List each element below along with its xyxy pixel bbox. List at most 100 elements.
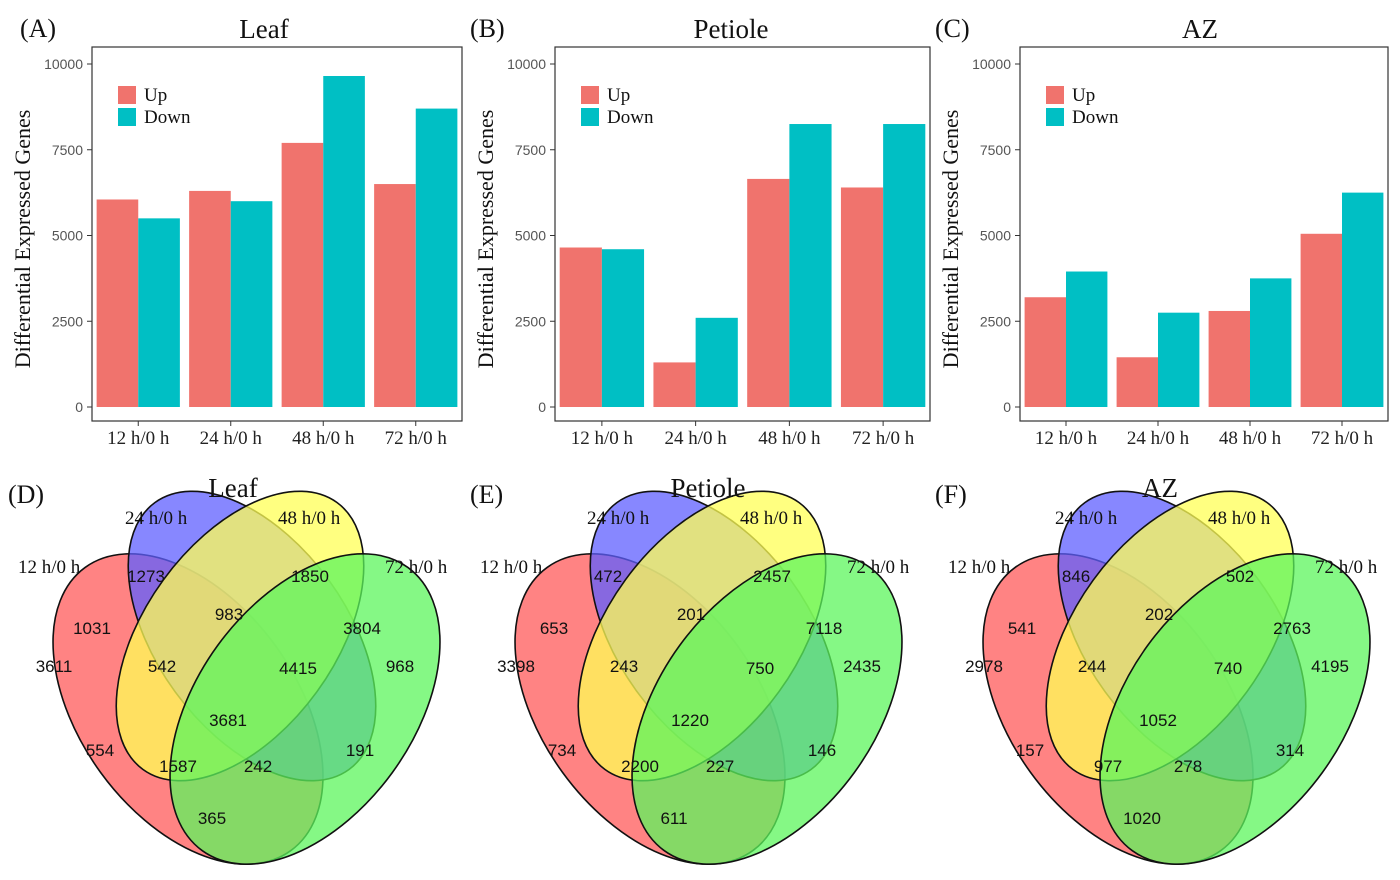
- venn-region-cd: 7118: [806, 619, 843, 638]
- venn-region-ac: 734: [548, 741, 576, 760]
- venn-set-label: 48 h/0 h: [278, 508, 341, 529]
- bar-up-1: [1024, 297, 1066, 407]
- venn-region-abc: 244: [1078, 657, 1106, 676]
- venn-region-b: 846: [1062, 567, 1090, 586]
- panel-label: (E): [470, 480, 503, 509]
- y-tick-label: 7500: [980, 142, 1011, 158]
- bar-down-2: [230, 201, 273, 407]
- x-tick-label: 72 h/0 h: [385, 428, 448, 449]
- venn-region-ac: 157: [1016, 741, 1044, 760]
- venn-region-acd: 1587: [159, 757, 197, 776]
- venn-region-bd: 191: [346, 741, 374, 760]
- venn-region-d: 4195: [1311, 657, 1349, 676]
- y-tick-label: 5000: [515, 228, 546, 244]
- y-tick-label: 10000: [972, 56, 1011, 72]
- bar-up-3: [747, 178, 790, 407]
- venn-region-c: 1850: [291, 567, 329, 586]
- chart-title: Petiole: [694, 14, 769, 44]
- venn-region-abd: 227: [706, 757, 734, 776]
- venn-region-abc: 542: [148, 657, 176, 676]
- x-tick-label: 48 h/0 h: [758, 428, 821, 449]
- legend-swatch-down: [581, 108, 599, 126]
- venn-region-a: 3398: [497, 657, 535, 676]
- panel-label: (B): [470, 14, 505, 43]
- venn-region-a: 2978: [965, 657, 1003, 676]
- legend-swatch-up: [581, 86, 599, 104]
- venn-set-label: 72 h/0 h: [385, 557, 448, 578]
- x-tick-label: 48 h/0 h: [292, 428, 355, 449]
- bar-down-1: [601, 249, 645, 407]
- legend-label-up: Up: [607, 85, 630, 106]
- venn-region-c: 502: [1226, 567, 1254, 586]
- x-tick-label: 24 h/0 h: [664, 428, 727, 449]
- venn-region-bd: 146: [808, 741, 836, 760]
- venn-region-ab: 541: [1008, 619, 1036, 638]
- bar-up-2: [653, 362, 696, 407]
- bar-up-4: [374, 184, 416, 407]
- x-tick-label: 12 h/0 h: [571, 428, 634, 449]
- legend-swatch-up: [1046, 86, 1064, 104]
- y-tick-label: 0: [75, 399, 83, 415]
- bar-down-3: [789, 124, 832, 408]
- y-tick-label: 2500: [980, 313, 1011, 329]
- y-tick-label: 7500: [52, 142, 83, 158]
- y-tick-label: 5000: [980, 228, 1011, 244]
- venn-region-bcd: 4415: [279, 659, 317, 678]
- chart-title: Leaf: [239, 14, 288, 44]
- x-tick-label: 12 h/0 h: [1035, 428, 1098, 449]
- venn-set-4: [169, 553, 441, 865]
- venn-diagram-az: 12 h/0 h 24 h/0 h 48 h/0 h 72 h/0 h 2978 846 5…: [948, 490, 1378, 865]
- bar-up-4: [1300, 233, 1342, 407]
- venn-region-a: 3611: [36, 657, 73, 676]
- venn-header: (E) Petiole: [470, 473, 746, 509]
- venn-set-label: 48 h/0 h: [1208, 508, 1271, 529]
- legend-swatch-down: [1046, 108, 1064, 126]
- venn-region-ad: 1020: [1123, 809, 1161, 828]
- venn-region-d: 968: [386, 657, 414, 676]
- bar-chart-leaf: (A) Leaf Differential Expressed Genes 0 2500…: [10, 14, 463, 449]
- venn-header: (F) AZ: [935, 473, 1178, 509]
- venn-region-abc: 243: [610, 657, 638, 676]
- bar-up-3: [1208, 310, 1250, 407]
- venn-set-label: 48 h/0 h: [740, 508, 803, 529]
- y-axis-label: Differential Expressed Genes: [473, 110, 498, 369]
- bar-down-3: [323, 76, 365, 407]
- bar-up-4: [840, 187, 884, 407]
- chart-title: Leaf: [208, 473, 257, 503]
- venn-set-4: [631, 553, 903, 865]
- venn-region-b: 1273: [127, 567, 165, 586]
- panel-label: (C): [935, 14, 970, 43]
- venn-region-ab: 653: [540, 619, 568, 638]
- chart-title: AZ: [1142, 473, 1178, 503]
- venn-region-abd: 278: [1174, 757, 1202, 776]
- venn-set-label: 72 h/0 h: [1315, 557, 1378, 578]
- venn-set-label: 24 h/0 h: [125, 508, 188, 529]
- venn-region-bcd: 750: [746, 659, 774, 678]
- legend-label-down: Down: [1072, 107, 1119, 128]
- bar-up-2: [189, 190, 231, 407]
- bar-up-3: [281, 142, 324, 407]
- legend-label-down: Down: [144, 107, 191, 128]
- bar-down-2: [695, 317, 738, 407]
- bar-up-1: [559, 247, 602, 407]
- venn-set-label: 12 h/0 h: [480, 557, 543, 578]
- x-tick-label: 72 h/0 h: [1311, 428, 1374, 449]
- x-tick-label: 12 h/0 h: [107, 428, 170, 449]
- venn-region-abcd: 3681: [209, 711, 247, 730]
- venn-region-ac: 554: [86, 741, 114, 760]
- bar-down-4: [415, 108, 458, 407]
- y-tick-label: 10000: [507, 56, 546, 72]
- venn-set-4: [1099, 553, 1371, 865]
- venn-set-label: 24 h/0 h: [1055, 508, 1118, 529]
- bar-down-4: [883, 124, 926, 408]
- chart-title: Petiole: [671, 473, 746, 503]
- venn-region-ad: 365: [198, 809, 226, 828]
- y-tick-label: 5000: [52, 228, 83, 244]
- venn-region-abcd: 1220: [671, 711, 709, 730]
- venn-region-bc: 202: [1145, 605, 1173, 624]
- bar-up-2: [1116, 357, 1158, 407]
- y-tick-label: 2500: [52, 313, 83, 329]
- venn-region-abcd: 1052: [1139, 711, 1177, 730]
- venn-region-b: 472: [594, 567, 622, 586]
